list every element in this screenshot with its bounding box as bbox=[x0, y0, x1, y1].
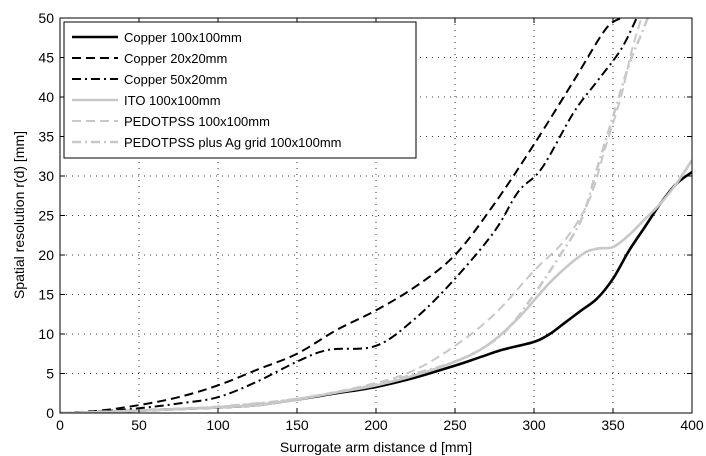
series-line-1 bbox=[60, 170, 692, 413]
legend-entry-2: Copper 20x20mm bbox=[124, 51, 227, 66]
legend: Copper 100x100mm Copper 20x20mm Copper 50x… bbox=[63, 21, 417, 159]
y-tick-label: 35 bbox=[38, 129, 54, 145]
x-tick-label: 350 bbox=[601, 417, 625, 433]
series-group bbox=[60, 18, 692, 413]
y-tick-label: 20 bbox=[38, 247, 54, 263]
y-tick-label: 5 bbox=[46, 366, 54, 382]
y-tick-label: 30 bbox=[38, 168, 54, 184]
x-tick-label: 100 bbox=[206, 417, 230, 433]
x-tick-label: 250 bbox=[443, 417, 467, 433]
y-tick-label: 45 bbox=[38, 50, 54, 66]
y-tick-label: 40 bbox=[38, 89, 54, 105]
series-line-5 bbox=[60, 18, 643, 413]
y-tick-label: 15 bbox=[38, 287, 54, 303]
y-tick-label: 10 bbox=[38, 326, 54, 342]
x-tick-label: 200 bbox=[364, 417, 388, 433]
x-tick-label: 300 bbox=[522, 417, 546, 433]
y-axis-label: Spatial resolution r(d) [mm] bbox=[11, 131, 27, 299]
x-axis-label: Surrogate arm distance d [mm] bbox=[280, 439, 472, 455]
y-tick-label: 25 bbox=[38, 208, 54, 224]
legend-box bbox=[63, 21, 417, 159]
series-line-6 bbox=[60, 18, 649, 413]
x-tick-label: 0 bbox=[56, 417, 64, 433]
legend-entry-4: ITO 100x100mm bbox=[124, 93, 221, 108]
legend-entry-3: Copper 50x20mm bbox=[124, 72, 227, 87]
x-tick-label: 150 bbox=[285, 417, 309, 433]
series-line-3 bbox=[60, 18, 638, 413]
legend-entry-6: PEDOTPSS plus Ag grid 100x100mm bbox=[124, 135, 342, 150]
y-tick-label: 0 bbox=[46, 405, 54, 421]
series-line-2 bbox=[60, 18, 622, 413]
x-tick-label: 50 bbox=[131, 417, 147, 433]
tick-group: 0 50 100 150 200 250 300 350 400 0 5 10 15 20 25 30 35 40… bbox=[38, 10, 703, 433]
y-tick-label: 50 bbox=[38, 10, 54, 26]
x-tick-label: 400 bbox=[680, 417, 704, 433]
legend-entry-1: Copper 100x100mm bbox=[124, 30, 242, 45]
legend-entry-5: PEDOTPSS 100x100mm bbox=[124, 114, 270, 129]
